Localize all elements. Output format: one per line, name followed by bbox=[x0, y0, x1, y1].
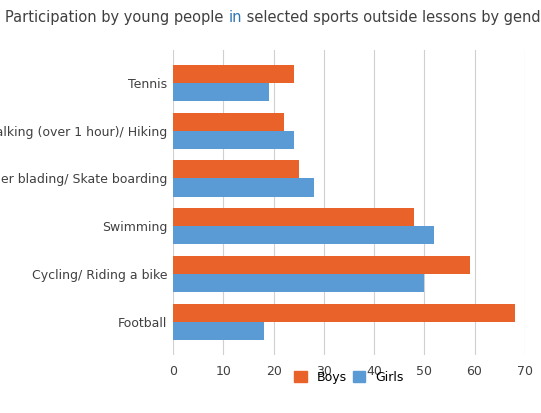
Bar bbox=[173, 160, 299, 178]
Text: selected sports outside lessons by gender, 1999: selected sports outside lessons by gende… bbox=[242, 10, 541, 25]
Text: in: in bbox=[228, 10, 242, 25]
Bar bbox=[173, 65, 294, 83]
Bar bbox=[173, 322, 263, 340]
Bar bbox=[173, 274, 424, 292]
Bar bbox=[173, 113, 283, 131]
Bar bbox=[173, 178, 314, 197]
Legend: Boys, Girls: Boys, Girls bbox=[289, 366, 409, 389]
Bar bbox=[173, 131, 294, 149]
Text: Participation by young people: Participation by young people bbox=[5, 10, 228, 25]
Bar bbox=[173, 208, 414, 226]
Bar bbox=[173, 83, 268, 101]
Bar bbox=[173, 304, 514, 322]
Bar bbox=[173, 226, 434, 244]
Bar bbox=[173, 256, 470, 274]
